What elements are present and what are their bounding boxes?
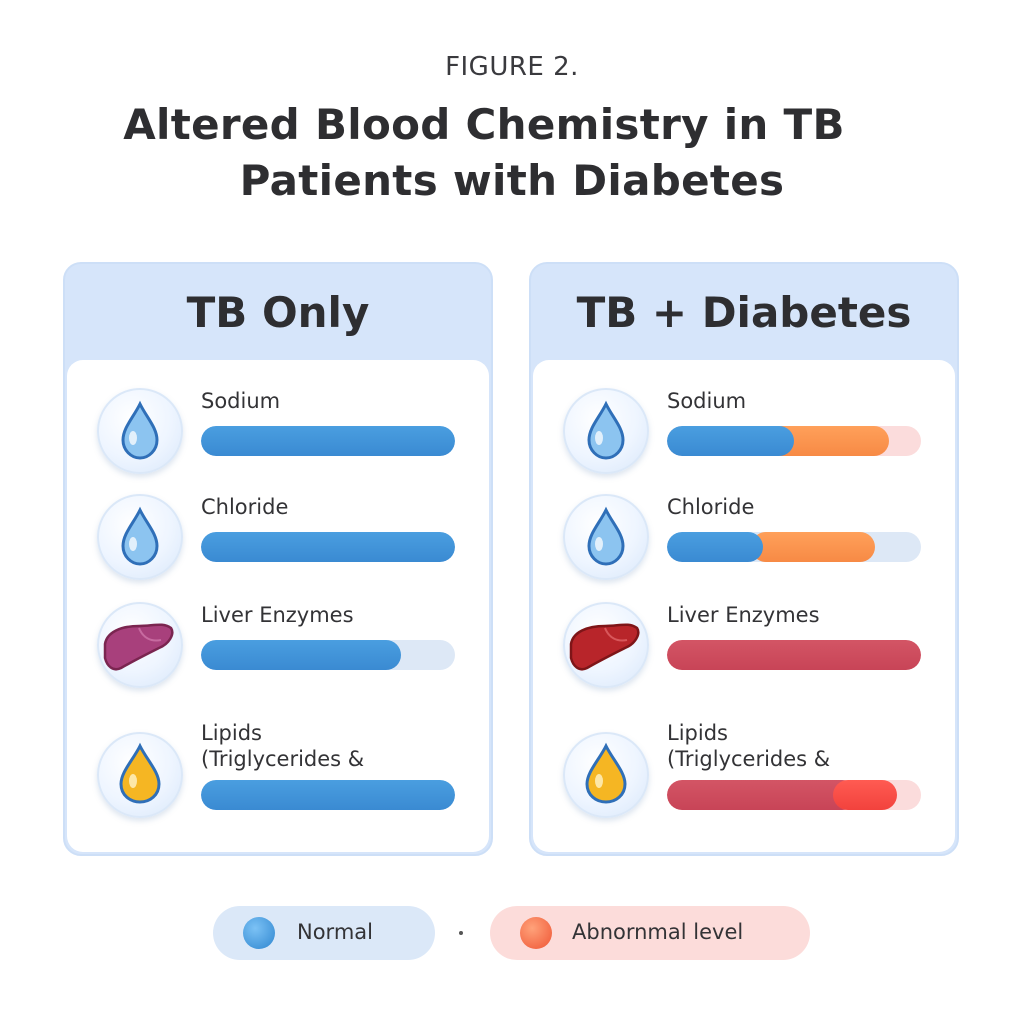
level-bar — [201, 426, 455, 456]
level-bar — [667, 780, 921, 810]
row-chloride: Chloride — [533, 494, 955, 594]
row-label: Chloride — [201, 495, 289, 519]
level-bar — [201, 640, 455, 670]
normal-segment — [667, 426, 794, 456]
water-drop-icon — [97, 388, 183, 474]
legend-normal: Normal — [213, 906, 435, 960]
level-bar — [201, 780, 455, 810]
row-label: Chloride — [667, 495, 755, 519]
panel-body: Sodium Chloride Liver Enzymes — [533, 360, 955, 852]
row-label: Liver Enzymes — [201, 603, 354, 627]
row-lipids: Lipids (Triglycerides & — [533, 720, 955, 820]
liver-icon — [97, 602, 183, 688]
level-bar — [667, 426, 921, 456]
row-sublabel: (Triglycerides & — [201, 747, 365, 771]
abnormal-segment — [667, 780, 857, 810]
level-bar — [667, 640, 921, 670]
abnormal-segment — [667, 640, 921, 670]
water-drop-icon — [97, 494, 183, 580]
row-label: Sodium — [667, 389, 747, 413]
normal-dot-icon — [243, 917, 275, 949]
panel-title: TB Only — [186, 288, 370, 337]
liver-icon — [563, 602, 649, 688]
water-drop-icon — [563, 388, 649, 474]
abnormal-segment — [751, 532, 875, 562]
oil-drop-icon — [563, 732, 649, 818]
figure-label: FIGURE 2. — [445, 52, 579, 82]
row-sublabel: (Triglycerides & — [667, 747, 831, 771]
normal-segment — [667, 532, 763, 562]
row-label: Liver Enzymes — [667, 603, 820, 627]
legend-separator — [459, 931, 463, 935]
level-bar — [201, 532, 455, 562]
normal-segment — [201, 780, 455, 810]
row-liver-enzymes: Liver Enzymes — [67, 602, 489, 702]
legend-abnormal-label: Abnornmal level — [572, 920, 744, 944]
oil-drop-icon — [97, 732, 183, 818]
panel-title: TB + Diabetes — [576, 288, 912, 337]
level-bar — [667, 532, 921, 562]
figure-title-line-2: Patients with Diabetes — [239, 156, 785, 205]
row-chloride: Chloride — [67, 494, 489, 594]
water-drop-icon — [563, 494, 649, 580]
row-lipids: Lipids (Triglycerides & — [67, 720, 489, 820]
abnormal-peak-segment — [833, 780, 897, 810]
panel-body: Sodium Chloride Liver Enzymes — [67, 360, 489, 852]
legend-normal-label: Normal — [297, 920, 373, 944]
panel-tb-only: TB Only Sodium Chloride Liver Enzyme — [63, 262, 493, 856]
abnormal-dot-icon — [520, 917, 552, 949]
row-sodium: Sodium — [67, 388, 489, 488]
normal-segment — [201, 426, 455, 456]
row-sodium: Sodium — [533, 388, 955, 488]
row-liver-enzymes: Liver Enzymes — [533, 602, 955, 702]
panel-tb-diabetes: TB + Diabetes Sodium Chloride — [529, 262, 959, 856]
row-label: Lipids — [201, 721, 262, 745]
row-label: Lipids — [667, 721, 728, 745]
figure-title-line-1: Altered Blood Chemistry in TB — [123, 100, 845, 149]
normal-segment — [201, 532, 455, 562]
row-label: Sodium — [201, 389, 281, 413]
legend-abnormal: Abnornmal level — [490, 906, 810, 960]
normal-segment — [201, 640, 401, 670]
